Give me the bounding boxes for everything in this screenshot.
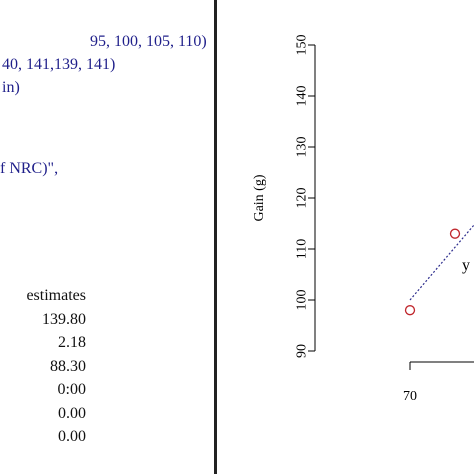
code-line: in)	[2, 79, 20, 96]
fit-line	[409, 224, 474, 301]
x-tick-label: 70	[403, 389, 417, 404]
r-console-pane: 95, 100, 105, 110) 40, 141,139, 141) in)…	[0, 0, 214, 474]
code-line: 40, 141,139, 141)	[2, 56, 116, 73]
pane-divider[interactable]	[214, 0, 217, 474]
y-axis-label: Gain (g)	[252, 174, 267, 221]
y-axis: 90 100 110 120 130 140 150	[295, 35, 316, 358]
estimate-value: 139.80	[42, 310, 86, 328]
y-tick-label: 100	[295, 290, 310, 311]
plot-marks	[404, 224, 474, 316]
estimate-value: 0.00	[58, 428, 86, 445]
data-point	[404, 305, 416, 316]
y-tick-label: 120	[295, 188, 310, 209]
estimate-value: 88.30	[50, 357, 86, 375]
y-tick-label: 90	[295, 344, 310, 358]
x-axis: 70	[403, 361, 474, 404]
estimate-value: 0:00	[57, 381, 86, 398]
plot-pane: 90 100 110 120 130 140 150 70 Gain (g) y	[217, 0, 474, 474]
estimate-value: 2.18	[58, 334, 86, 351]
annotation-label: y	[462, 257, 470, 274]
y-tick-label: 110	[295, 239, 310, 259]
gain-plot: 90 100 110 120 130 140 150 70 Gain (g) y	[252, 35, 474, 404]
y-tick-label: 150	[295, 35, 310, 56]
code-line: f NRC)",	[0, 160, 59, 177]
estimates-output: estimates 139.80 2.18 88.30 0:00 0.00 0.…	[26, 284, 86, 449]
y-tick-label: 140	[295, 86, 310, 107]
code-line: 95, 100, 105, 110)	[90, 33, 207, 50]
estimate-value: 0.00	[58, 404, 86, 422]
estimates-header: estimates	[26, 287, 86, 304]
data-point	[449, 228, 461, 239]
y-tick-label: 130	[295, 137, 310, 158]
